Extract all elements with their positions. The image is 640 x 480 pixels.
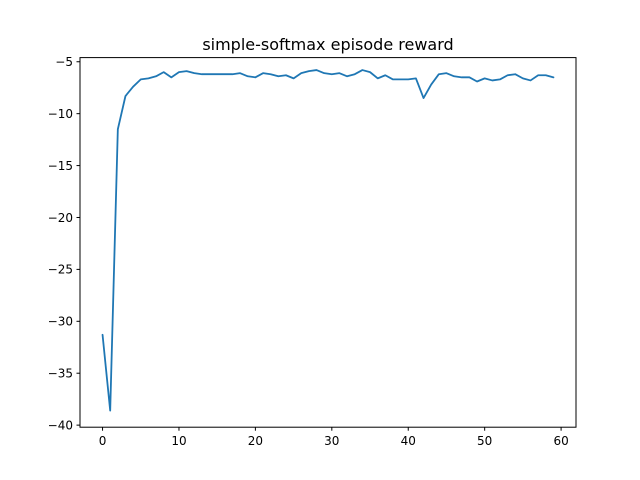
chart-title: simple-softmax episode reward xyxy=(202,35,453,54)
series-line-0 xyxy=(101,69,555,412)
y-tick-label: −15 xyxy=(48,159,73,173)
y-tick-label: −40 xyxy=(48,418,73,432)
y-axis: −40 −35 −30 −25 −20 −15 −10 −5 xyxy=(48,55,80,432)
x-tick-label: 40 xyxy=(401,434,416,448)
x-tick-label: 30 xyxy=(324,434,339,448)
y-tick-label: −5 xyxy=(55,55,73,69)
y-tick-label: −35 xyxy=(48,367,73,381)
plot-area xyxy=(101,69,555,412)
y-tick-label: −25 xyxy=(48,263,73,277)
x-axis: 0 10 20 30 40 50 60 xyxy=(99,427,569,448)
axes-frame xyxy=(79,57,577,428)
x-tick-label: 0 xyxy=(99,434,107,448)
y-tick-label: −30 xyxy=(48,315,73,329)
x-tick-label: 50 xyxy=(477,434,492,448)
x-tick-label: 60 xyxy=(553,434,568,448)
y-tick-label: −20 xyxy=(48,211,73,225)
y-tick-label: −10 xyxy=(48,107,73,121)
x-tick-label: 20 xyxy=(248,434,263,448)
x-tick-label: 10 xyxy=(171,434,186,448)
